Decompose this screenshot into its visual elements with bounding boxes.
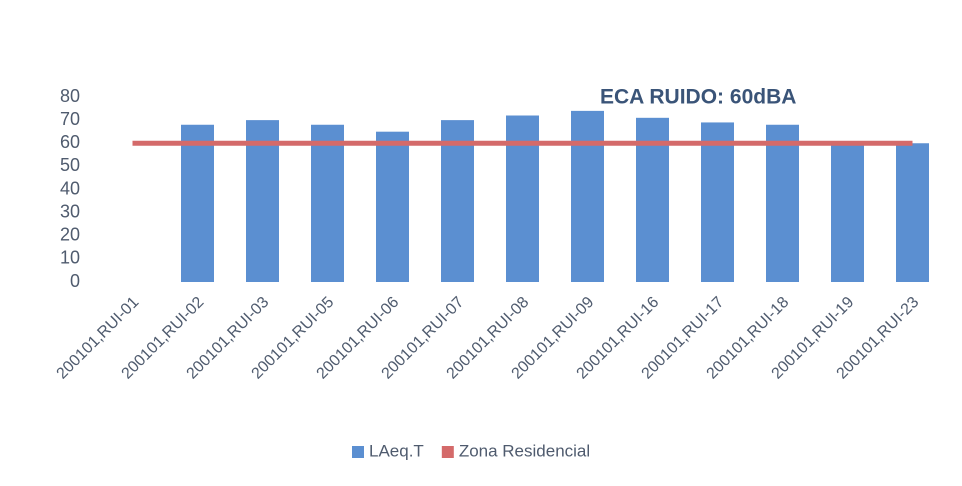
y-tick-label: 10: [60, 248, 80, 268]
bar: [246, 120, 279, 282]
bar: [766, 124, 799, 282]
y-tick-label: 20: [60, 225, 80, 245]
y-tick-label: 40: [60, 178, 80, 198]
legend-label: Zona Residencial: [459, 441, 590, 460]
bar: [376, 131, 409, 282]
bar: [701, 122, 734, 282]
bar: [571, 110, 604, 282]
bar: [311, 124, 344, 282]
y-tick-label: 30: [60, 201, 80, 221]
y-tick-label: 80: [60, 86, 80, 106]
y-tick-label: 50: [60, 155, 80, 175]
bar: [831, 143, 864, 282]
legend-swatch: [352, 446, 364, 458]
bar: [181, 124, 214, 282]
bar: [441, 120, 474, 282]
bar: [896, 143, 929, 282]
y-tick-label: 70: [60, 109, 80, 129]
annotation: ECA RUIDO: 60dBA: [600, 86, 796, 109]
bar: [506, 115, 539, 282]
legend-label: LAeq.T: [369, 441, 424, 460]
y-tick-label: 60: [60, 132, 80, 152]
y-tick-label: 0: [70, 271, 80, 291]
legend-swatch: [441, 446, 454, 458]
